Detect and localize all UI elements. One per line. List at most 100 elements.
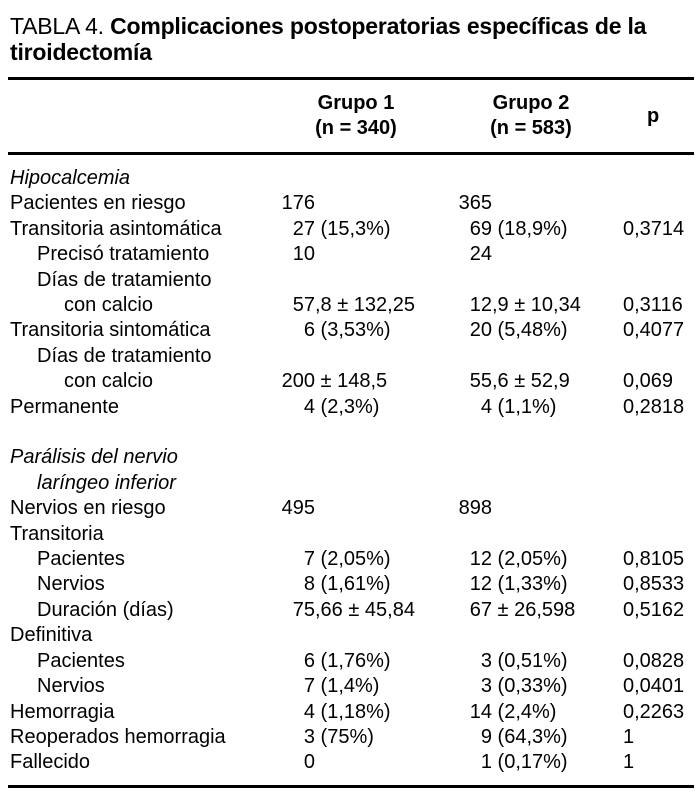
value-rest-part: (3,53%): [315, 319, 391, 342]
value-rest-part: (15,3%): [315, 217, 391, 240]
cell-group2-value: [439, 522, 623, 547]
table-row: Días de tratamiento: [8, 268, 694, 293]
cell-group2-value: 20 (5,48%): [439, 318, 623, 343]
value-integer-part: 176: [281, 192, 315, 215]
value-integer-part: 4: [303, 395, 315, 418]
value-rest-part: ,66 ± 45,84: [315, 598, 415, 621]
cell-group1-value: [253, 268, 439, 293]
cell-group1-value: [253, 445, 439, 470]
value-rest-part: (5,48%): [492, 319, 568, 342]
value-integer-part: [439, 166, 492, 191]
row-label: Reoperados hemorragia: [10, 725, 226, 748]
value-rest-part: (1,18%): [315, 700, 391, 723]
cell-group1-value: 3 (75%): [253, 725, 439, 750]
table-row: con calcio 200 ± 148,5 55,6 ± 52,9 0,069: [8, 369, 694, 394]
value-integer-part: [439, 268, 492, 293]
row-label: Pacientes en riesgo: [10, 192, 186, 215]
cell-group1-value: 200 ± 148,5: [253, 369, 439, 394]
header-group1-name: Grupo 1: [317, 92, 395, 114]
value-integer-part: [439, 522, 492, 547]
table-row: Transitoria: [8, 522, 694, 547]
value-integer-part: 14: [469, 700, 492, 723]
value-integer-part: [253, 623, 315, 648]
cell-group2-value: 55,6 ± 52,9: [439, 369, 623, 394]
value-rest-part: (1,33%): [492, 573, 568, 596]
cell-p-value: 1: [623, 751, 635, 774]
table-row: Reoperados hemorragia 3 (75%) 9 (64,3%) 1: [8, 725, 694, 750]
cell-group2-value: 14 (2,4%): [439, 700, 623, 725]
value-integer-part: 7: [303, 675, 315, 698]
cell-group2-value: [439, 268, 623, 293]
value-integer-part: 4: [480, 395, 492, 418]
value-integer-part: 20: [469, 319, 492, 342]
cell-group1-value: [253, 166, 439, 191]
cell-group2-value: [439, 344, 623, 369]
cell-group2-value: [439, 623, 623, 648]
cell-p-value: [623, 471, 694, 496]
row-label: Hipocalcemia: [10, 167, 131, 189]
value-integer-part: 75: [292, 598, 315, 621]
cell-group2-value: 365: [439, 191, 623, 216]
value-integer-part: 57: [292, 294, 315, 317]
value-integer-part: 67: [469, 598, 492, 621]
cell-p-value: 0,0401: [623, 675, 685, 698]
value-rest-part: ,6 ± 52,9: [492, 370, 570, 393]
cell-group1-value: [253, 344, 439, 369]
cell-p-value: [623, 166, 694, 191]
value-integer-part: 69: [469, 217, 492, 240]
value-integer-part: 3: [480, 649, 492, 672]
value-integer-part: 200: [281, 370, 315, 393]
cell-group1-value: 6 (1,76%): [253, 649, 439, 674]
value-integer-part: 8: [303, 573, 315, 596]
value-rest-part: (0,51%): [492, 649, 568, 672]
value-rest-part: (1,61%): [315, 573, 391, 596]
table-number: TABLA 4.: [10, 13, 104, 39]
value-rest-part: (0,33%): [492, 675, 568, 698]
cell-p-value: [623, 344, 694, 369]
value-integer-part: 12: [469, 294, 492, 317]
value-rest-part: (1,76%): [315, 649, 391, 672]
table-row: Transitoria asintomática 27 (15,3%) 69 (18…: [8, 217, 694, 242]
value-rest-part: (64,3%): [492, 725, 568, 748]
table-body: Hipocalcemia Pacientes en riesgo 176 365 Tra…: [8, 155, 694, 788]
cell-p-value: 0,2263: [623, 700, 685, 723]
table-row: Duración (días) 75,66 ± 45,84 67 ± 26,598 0…: [8, 598, 694, 623]
value-integer-part: 495: [281, 497, 315, 520]
value-integer-part: [439, 344, 492, 369]
value-rest-part: (2,05%): [492, 548, 568, 571]
cell-p-value: [623, 191, 694, 216]
cell-p-value: 1: [623, 725, 635, 748]
value-rest-part: (0,17%): [492, 751, 568, 774]
cell-group1-value: [253, 623, 439, 648]
value-rest-part: (1,1%): [492, 395, 557, 418]
row-label: Transitoria asintomática: [10, 217, 222, 240]
cell-group2-value: 12 (1,33%): [439, 572, 623, 597]
cell-group2-value: 898: [439, 496, 623, 521]
value-integer-part: 3: [303, 725, 315, 748]
value-integer-part: 6: [303, 649, 315, 672]
cell-group1-value: 495: [253, 496, 439, 521]
table-row: Nervios 7 (1,4%) 3 (0,33%) 0,0401: [8, 674, 694, 699]
row-label: Nervios: [37, 675, 105, 698]
cell-group1-value: [253, 522, 439, 547]
cell-p-value: 0,2818: [623, 395, 685, 418]
cell-group2-value: [439, 166, 623, 191]
value-integer-part: 24: [469, 243, 492, 266]
cell-group1-value: 7 (1,4%): [253, 674, 439, 699]
table-row: Pacientes en riesgo 176 365: [8, 191, 694, 216]
value-integer-part: 1: [480, 751, 492, 774]
row-label: Pacientes: [37, 548, 125, 571]
table-row: Precisó tratamiento 10 24: [8, 242, 694, 267]
value-integer-part: 3: [480, 675, 492, 698]
value-integer-part: 4: [303, 700, 315, 723]
value-integer-part: 0: [303, 751, 315, 774]
value-rest-part: (2,4%): [492, 700, 557, 723]
value-integer-part: 365: [458, 192, 492, 215]
table-row: Fallecido 0 1 (0,17%) 1: [8, 750, 694, 775]
table-row: Parálisis del nervio: [8, 445, 694, 470]
row-label: Definitiva: [10, 624, 93, 647]
cell-p-value: 0,8533: [623, 573, 685, 596]
table-row: Nervios 8 (1,61%) 12 (1,33%) 0,8533: [8, 572, 694, 597]
cell-group2-value: 4 (1,1%): [439, 395, 623, 420]
